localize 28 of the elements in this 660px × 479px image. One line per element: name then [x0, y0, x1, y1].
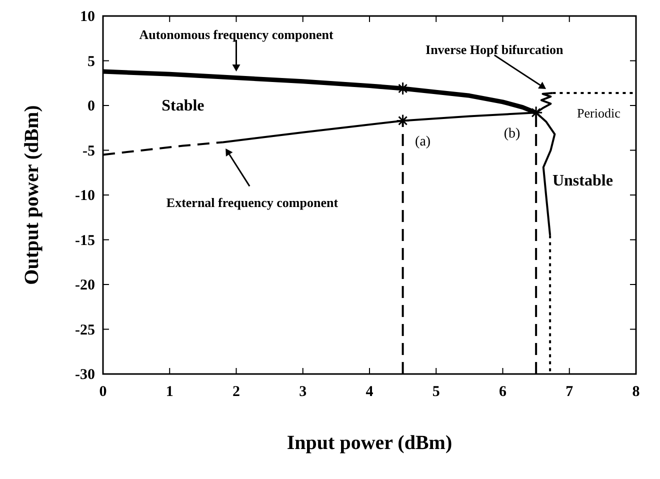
x-tick-label: 0	[99, 384, 107, 400]
x-tick-label: 8	[632, 384, 640, 400]
x-axis-title: Input power (dBm)	[286, 432, 452, 454]
x-tick-label: 2	[232, 384, 240, 400]
annotation: (b)	[504, 126, 521, 142]
y-tick-label: -25	[75, 322, 95, 338]
y-tick-label: -30	[75, 367, 95, 383]
y-tick-label: -10	[75, 188, 95, 204]
annotation: Periodic	[577, 106, 621, 121]
y-tick-label: -5	[82, 143, 95, 160]
x-tick-label: 3	[299, 384, 307, 400]
annotation: Autonomous frequency component	[139, 26, 334, 42]
x-tick-label: 7	[566, 384, 574, 400]
y-tick-label: 10	[80, 9, 95, 25]
x-tick-label: 1	[166, 384, 174, 400]
y-tick-label: -15	[75, 232, 95, 249]
x-tick-label: 4	[366, 384, 374, 400]
annotation: External frequency component	[166, 195, 339, 210]
y-tick-label: 5	[88, 54, 95, 70]
annotation: Inverse Hopf bifurcation	[426, 42, 564, 58]
annotation: (a)	[415, 134, 431, 150]
x-tick-label: 6	[499, 384, 507, 400]
annotation: Unstable	[552, 172, 613, 190]
y-tick-label: -20	[75, 278, 95, 294]
annotation: Stable	[162, 98, 204, 114]
y-axis-title: Output power (dBm)	[21, 105, 43, 285]
x-tick-label: 5	[432, 384, 440, 400]
y-tick-label: 0	[88, 98, 95, 114]
